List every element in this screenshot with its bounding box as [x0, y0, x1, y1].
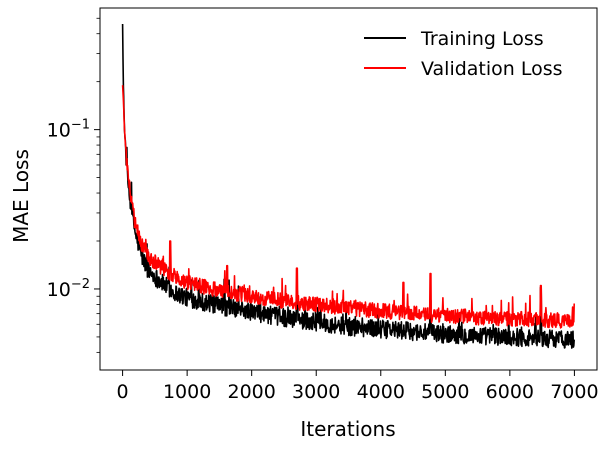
x-tick-label: 1000	[163, 381, 211, 403]
x-tick-label: 6000	[486, 381, 534, 403]
y-axis: 10−2 10−1	[47, 17, 100, 353]
series-layer	[121, 23, 575, 349]
x-tick-label: 0	[117, 381, 129, 403]
y-axis-label: MAE Loss	[9, 149, 33, 243]
legend-label-training: Training Loss	[420, 28, 544, 50]
plot-frame	[99, 7, 598, 371]
y-tick-label: 10−2	[47, 277, 90, 301]
series-line-training	[121, 23, 575, 349]
x-axis-label: Iterations	[300, 417, 395, 441]
x-tick-label: 2000	[228, 381, 276, 403]
x-axis: 0 1000 2000 3000 4000 5000 6000 7000	[117, 370, 599, 403]
legend: Training Loss Validation Loss	[364, 28, 563, 80]
series-line-validation	[121, 85, 575, 329]
x-tick-label: 4000	[357, 381, 405, 403]
x-tick-label: 3000	[292, 381, 340, 403]
x-tick-label: 7000	[550, 381, 598, 403]
x-tick-label: 5000	[421, 381, 469, 403]
y-tick-label: 10−1	[47, 118, 90, 142]
legend-label-validation: Validation Loss	[421, 58, 563, 80]
